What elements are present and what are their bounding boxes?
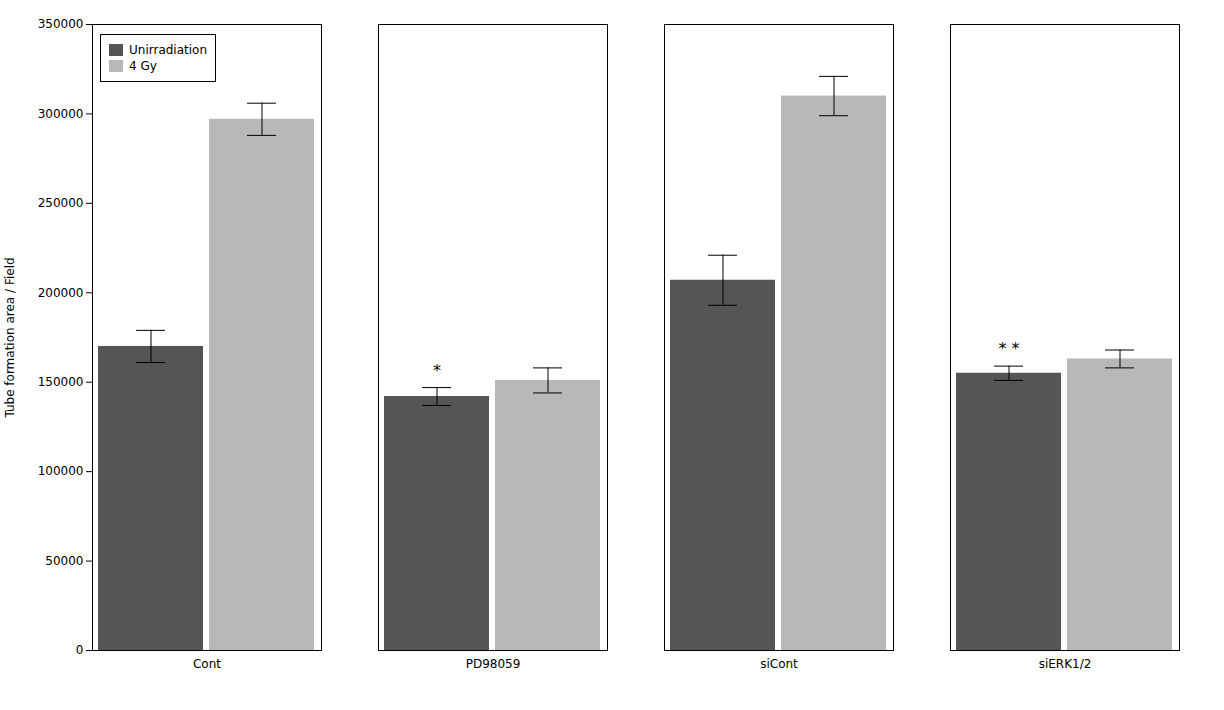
svg-text:Cont: Cont bbox=[193, 657, 221, 671]
svg-text:* *: * * bbox=[998, 339, 1019, 358]
svg-text:PD98059: PD98059 bbox=[466, 657, 521, 671]
svg-text:350000: 350000 bbox=[38, 17, 84, 31]
svg-text:siERK1/2: siERK1/2 bbox=[1039, 657, 1092, 671]
svg-text:*: * bbox=[433, 361, 441, 380]
svg-text:300000: 300000 bbox=[38, 107, 84, 121]
svg-text:200000: 200000 bbox=[38, 286, 84, 300]
svg-text:100000: 100000 bbox=[38, 464, 84, 478]
svg-text:150000: 150000 bbox=[38, 375, 84, 389]
svg-text:50000: 50000 bbox=[45, 554, 83, 568]
svg-text:Tube formation area / Field: Tube formation area / Field bbox=[3, 257, 17, 418]
html-text:Unirradiation: Unirradiation bbox=[129, 43, 207, 57]
svg-text:siCont: siCont bbox=[760, 657, 798, 671]
html-text:4 Gy: 4 Gy bbox=[129, 59, 157, 73]
svg-text:0: 0 bbox=[76, 643, 84, 657]
svg-text:250000: 250000 bbox=[38, 196, 84, 210]
